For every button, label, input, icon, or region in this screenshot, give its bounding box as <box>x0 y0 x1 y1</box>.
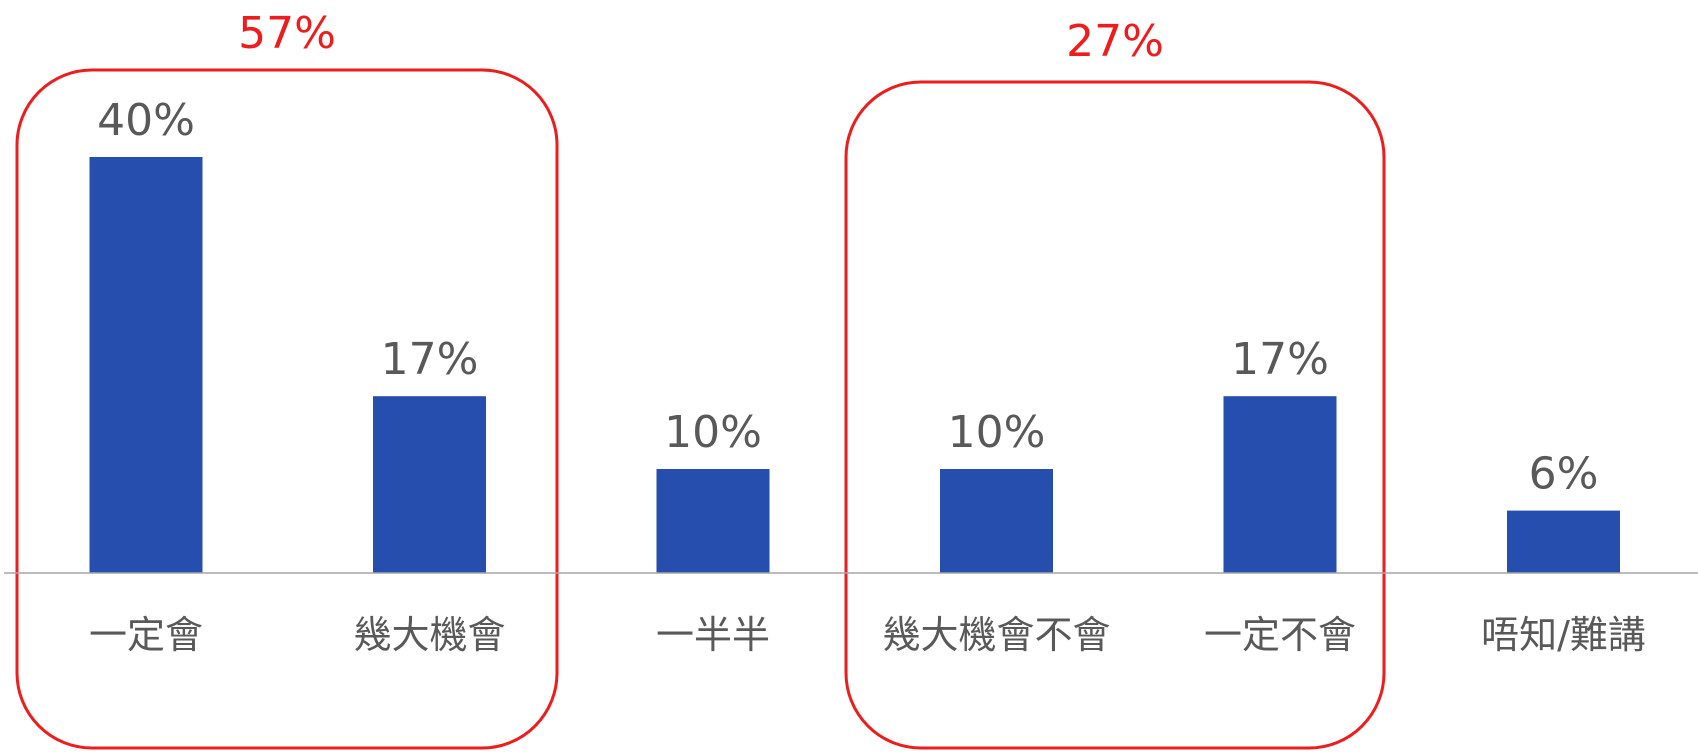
group-box-1 <box>844 80 1386 750</box>
category-label-5: 唔知/難講 <box>1481 613 1646 657</box>
bar-1 <box>373 396 486 573</box>
value-label-2: 10% <box>664 407 762 458</box>
group-boxes <box>15 68 1386 750</box>
category-label-1: 幾大機會 <box>353 613 505 657</box>
value-label-5: 6% <box>1529 449 1599 500</box>
category-labels: 一定會 幾大機會 一半半 幾大機會不會 一定不會 唔知/難講 <box>89 613 1646 657</box>
bar-2 <box>656 469 770 573</box>
value-label-1: 17% <box>381 334 479 385</box>
category-label-2: 一半半 <box>656 613 770 657</box>
group-label-1: 27% <box>1066 16 1164 67</box>
group-labels: 57% 27% <box>238 8 1164 67</box>
bar-4 <box>1223 396 1337 573</box>
value-label-0: 40% <box>97 95 195 146</box>
bar-0 <box>89 157 203 573</box>
value-label-4: 17% <box>1231 334 1329 385</box>
category-label-0: 一定會 <box>89 613 203 657</box>
category-label-3: 幾大機會不會 <box>882 613 1110 657</box>
category-label-4: 一定不會 <box>1204 613 1356 657</box>
bar-5 <box>1507 510 1620 573</box>
group-label-0: 57% <box>238 8 336 59</box>
value-label-3: 10% <box>948 407 1046 458</box>
group-box-0 <box>15 68 559 750</box>
bar-3 <box>940 469 1053 573</box>
value-labels: 40% 17% 10% 10% 17% 6% <box>97 95 1598 500</box>
bars <box>89 157 1620 573</box>
